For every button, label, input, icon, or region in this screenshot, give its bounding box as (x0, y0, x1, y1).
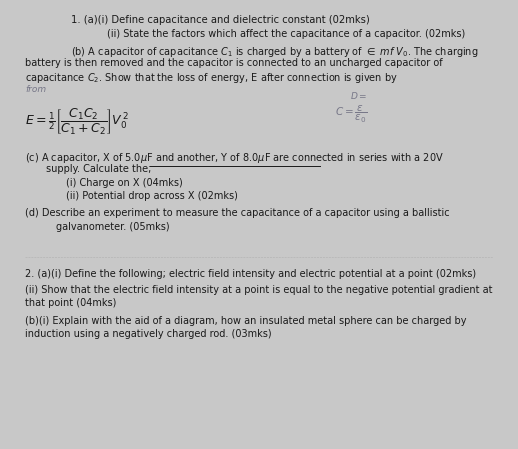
Text: from: from (25, 84, 47, 93)
Text: $C = \dfrac{\epsilon}{\epsilon_0}$: $C = \dfrac{\epsilon}{\epsilon_0}$ (335, 104, 368, 124)
Text: 2. (a)(i) Define the following; electric field intensity and electric potential : 2. (a)(i) Define the following; electric… (25, 269, 477, 278)
Text: that point (04mks): that point (04mks) (25, 299, 117, 308)
Text: (b)(i) Explain with the aid of a diagram, how an insulated metal sphere can be c: (b)(i) Explain with the aid of a diagram… (25, 316, 467, 326)
Text: $E = \frac{1}{2}\left[\dfrac{C_1 C_2}{C_1+C_2}\right]V_0^{\,2}$: $E = \frac{1}{2}\left[\dfrac{C_1 C_2}{C_… (25, 106, 130, 136)
Text: (c) A capacitor, X of 5.0$\mu$F and another, Y of 8.0$\mu$F are connected in ser: (c) A capacitor, X of 5.0$\mu$F and anot… (25, 150, 444, 165)
Text: (i) Charge on X (04mks): (i) Charge on X (04mks) (66, 178, 183, 188)
Text: $D=$: $D=$ (350, 90, 368, 101)
Text: (ii) State the factors which affect the capacitance of a capacitor. (02mks): (ii) State the factors which affect the … (107, 29, 465, 39)
Text: galvanometer. (05mks): galvanometer. (05mks) (56, 222, 169, 232)
Text: capacitance $C_2$. Show that the loss of energy, E after connection is given by: capacitance $C_2$. Show that the loss of… (25, 71, 398, 85)
Text: (ii) Potential drop across X (02mks): (ii) Potential drop across X (02mks) (66, 192, 238, 202)
Text: supply. Calculate the;: supply. Calculate the; (46, 164, 151, 174)
Text: (ii) Show that the electric field intensity at a point is equal to the negative : (ii) Show that the electric field intens… (25, 285, 493, 295)
Text: (d) Describe an experiment to measure the capacitance of a capacitor using a bal: (d) Describe an experiment to measure th… (25, 208, 450, 218)
Text: induction using a negatively charged rod. (03mks): induction using a negatively charged rod… (25, 329, 272, 339)
Text: battery is then removed and the capacitor is connected to an uncharged capacitor: battery is then removed and the capacito… (25, 58, 443, 68)
Text: (b) A capacitor of capacitance $C_1$ is charged by a battery of $\in$ $mf$ $V_0$: (b) A capacitor of capacitance $C_1$ is … (71, 45, 479, 59)
Text: 1. (a)(i) Define capacitance and dielectric constant (02mks): 1. (a)(i) Define capacitance and dielect… (71, 16, 370, 26)
